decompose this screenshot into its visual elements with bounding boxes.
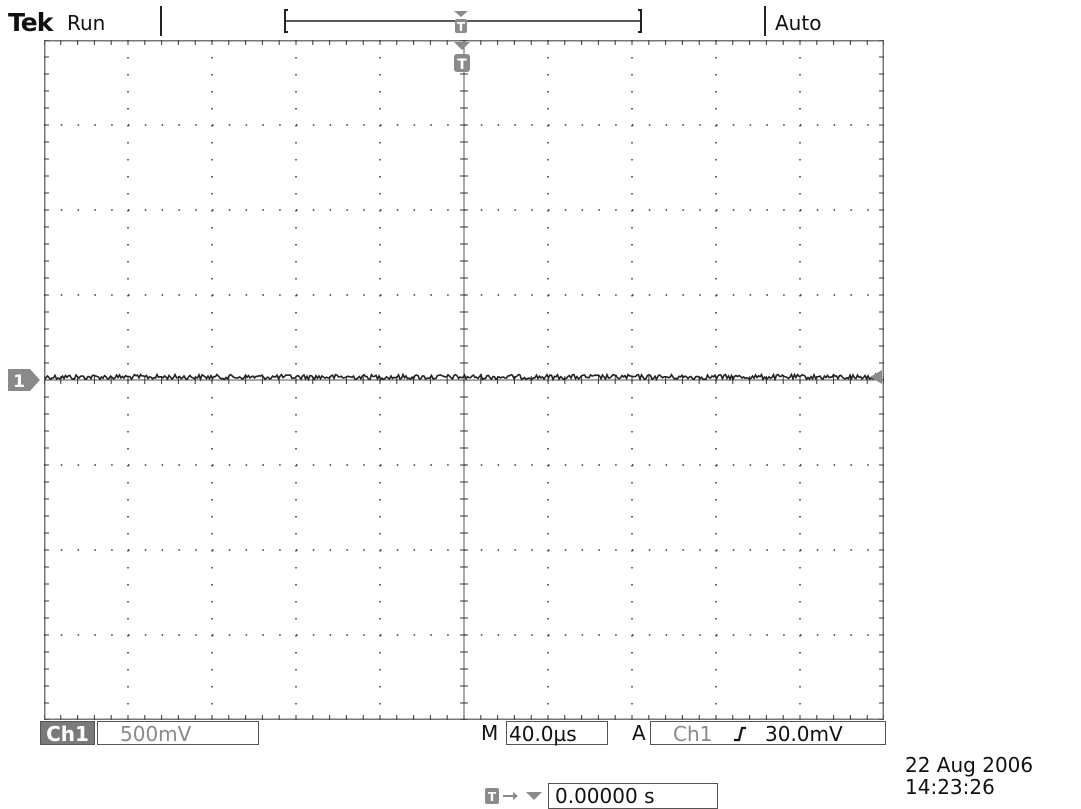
channel-1-label[interactable]: Ch1 bbox=[40, 721, 95, 746]
status-bar: Tek Run T Auto bbox=[0, 0, 1081, 38]
horizontal-position-icon: T bbox=[485, 788, 542, 804]
channel-1-scale[interactable]: 500mV bbox=[97, 721, 259, 746]
trigger-position-marker: T bbox=[454, 42, 470, 73]
svg-text:T: T bbox=[457, 20, 466, 34]
trigger-level-marker bbox=[870, 370, 882, 384]
date-time-stamp: 22 Aug 2006 14:23:26 bbox=[905, 754, 1033, 798]
timebase-value[interactable]: 40.0µs bbox=[506, 721, 608, 746]
time-label: 14:23:26 bbox=[905, 775, 995, 799]
channel-1-ground-marker: 1 bbox=[8, 369, 40, 392]
trigger-position-icon: T bbox=[454, 11, 468, 34]
record-length-indicator: T bbox=[284, 9, 642, 34]
acquisition-state: Run bbox=[67, 11, 106, 35]
trigger-readout[interactable]: Ch1 30.0mV bbox=[650, 721, 886, 746]
trigger-source: Ch1 bbox=[673, 722, 713, 746]
timebase-prefix: M bbox=[481, 721, 499, 745]
trigger-mode: Auto bbox=[775, 11, 822, 35]
svg-text:1: 1 bbox=[13, 372, 25, 392]
divider bbox=[764, 6, 766, 36]
horizontal-position-value[interactable]: 0.00000 s bbox=[548, 783, 718, 809]
rising-edge-icon bbox=[734, 726, 746, 742]
brand-logo: Tek bbox=[8, 8, 53, 37]
waveform-display[interactable]: T bbox=[44, 40, 884, 720]
trigger-level: 30.0mV bbox=[765, 722, 843, 746]
trigger-type: A bbox=[632, 721, 646, 745]
svg-text:T: T bbox=[488, 790, 497, 804]
divider bbox=[160, 6, 162, 36]
channel-1-trace bbox=[45, 372, 883, 382]
trigger-marker-label: T bbox=[457, 57, 467, 73]
date-label: 22 Aug 2006 bbox=[905, 753, 1034, 777]
